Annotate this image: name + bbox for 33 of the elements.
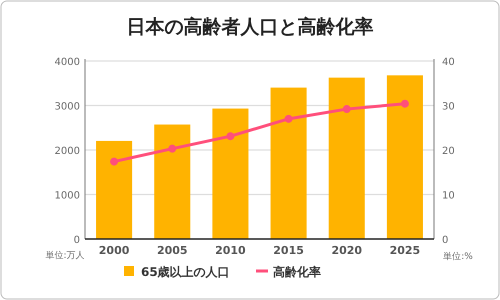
y2-tick-label: 40 [442, 57, 455, 68]
bar [212, 108, 248, 239]
y-tick-label: 3000 [54, 102, 80, 112]
y-tick-label: 1000 [54, 190, 80, 202]
bar [386, 75, 423, 239]
chart-title: 日本の高齢者人口と高齢化率 [126, 16, 374, 38]
y-tick-label: 2000 [54, 146, 80, 157]
legend-label: 高齢化率 [273, 265, 321, 279]
x-tick-label: 2005 [156, 244, 188, 257]
bar [96, 140, 132, 239]
point [342, 105, 351, 114]
x-tick-label: 2020 [331, 244, 362, 257]
y-tick-label: 4000 [54, 57, 80, 68]
y2-axis-title: 単位:% [443, 251, 474, 262]
x-tick-label: 2015 [273, 244, 304, 257]
x-tick-label: 2000 [98, 244, 130, 257]
y2-tick-label: 20 [442, 146, 455, 157]
point [110, 158, 118, 166]
y-tick-label: 0 [74, 235, 80, 246]
y2-tick-label: 10 [442, 190, 455, 202]
point [168, 144, 176, 153]
y-axis-title: 単位:万人 [45, 250, 85, 261]
bar [328, 78, 365, 239]
x-tick-label: 2025 [390, 244, 420, 257]
point [226, 132, 234, 140]
bar [270, 88, 307, 239]
point [284, 114, 293, 123]
y2-tick-label: 0 [442, 235, 448, 246]
legend-label: 65歳以上の人口 [141, 265, 230, 279]
bar [154, 124, 190, 239]
y2-tick-label: 30 [442, 102, 455, 112]
point [400, 100, 409, 108]
x-tick-label: 2010 [215, 244, 246, 257]
